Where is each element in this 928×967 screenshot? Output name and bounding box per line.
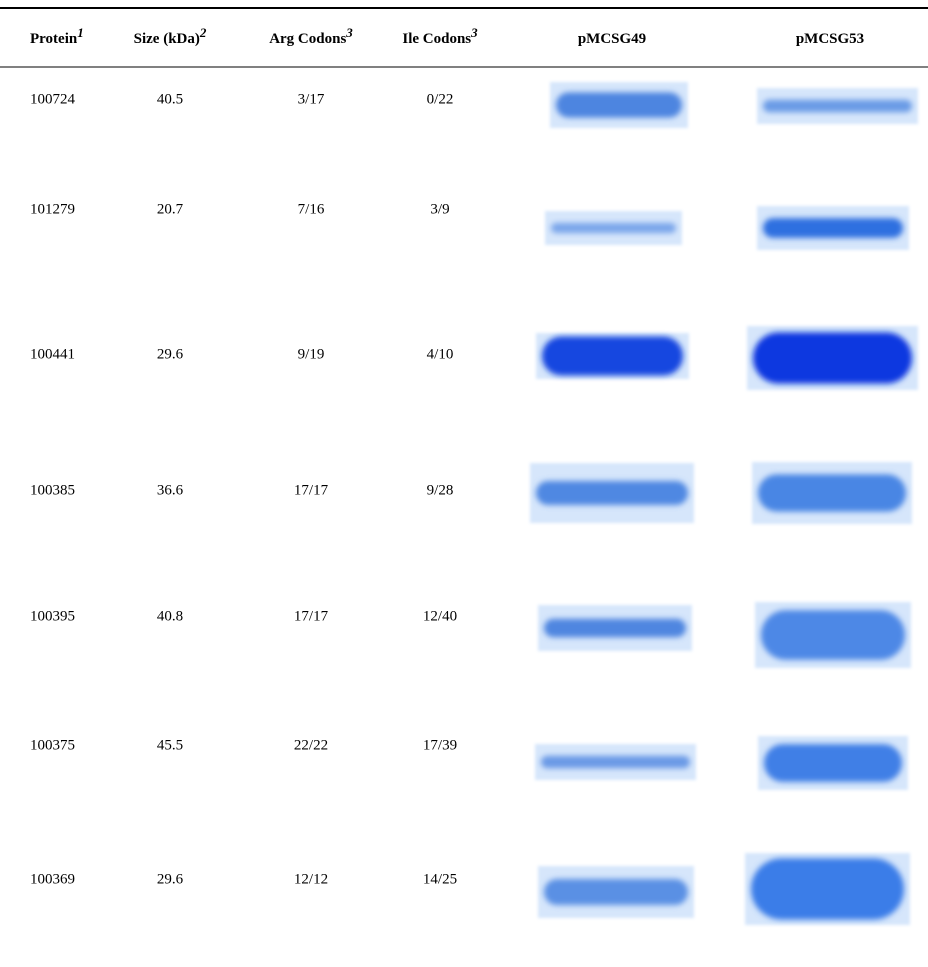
table-cell: 100441 (30, 346, 75, 362)
table-cell: 45.5 (157, 737, 183, 753)
header-text: pMCSG53 (796, 31, 864, 47)
gel-image (536, 333, 689, 379)
table: Protein1Size (kDa)2Arg Codons3Ile Codons… (0, 0, 928, 967)
gel-image (535, 744, 696, 780)
table-cell: 17/17 (294, 482, 329, 498)
table-cell: 12/40 (423, 608, 457, 624)
gel-band (761, 610, 905, 660)
table-cell: 7/16 (298, 201, 325, 217)
gel-band (544, 619, 686, 637)
table-cell: 100395 (30, 608, 75, 624)
header-text: Arg Codons (269, 31, 346, 47)
table-cell: 100375 (30, 737, 75, 753)
gel-band (541, 756, 690, 769)
gel-image (758, 736, 908, 790)
table-cell: 101279 (30, 201, 75, 217)
table-cell: 9/28 (427, 482, 454, 498)
gel-image (752, 462, 912, 524)
gel-band (753, 332, 912, 383)
header-cell: pMCSG49 (578, 31, 646, 47)
gel-image (538, 605, 692, 651)
gel-image (545, 211, 682, 245)
gel-image (757, 88, 918, 124)
header-cell: Ile Codons3 (402, 25, 478, 47)
table-cell: 4/10 (427, 346, 454, 362)
table-cell: 9/19 (298, 346, 325, 362)
header-cell: Size (kDa)2 (134, 25, 207, 47)
header-cell: Arg Codons3 (269, 25, 353, 47)
gel-image (755, 602, 911, 668)
header-text: Ile Codons (402, 31, 471, 47)
header-text: Protein (30, 31, 78, 47)
table-cell: 29.6 (157, 871, 184, 887)
gel-band (556, 92, 682, 117)
gel-image (745, 853, 910, 925)
header-note: 2 (199, 25, 207, 40)
table-cell: 14/25 (423, 871, 457, 887)
header-note: 3 (470, 25, 478, 40)
table-cell: 22/22 (294, 737, 328, 753)
table-cell: 17/39 (423, 737, 457, 753)
gel-image (747, 326, 918, 390)
table-cell: 29.6 (157, 346, 184, 362)
gel-band (751, 858, 904, 919)
table-cell: 17/17 (294, 608, 329, 624)
gel-image (538, 866, 694, 918)
table-cell: 12/12 (294, 871, 328, 887)
gel-band (763, 100, 912, 113)
header-note: 1 (77, 25, 84, 40)
table-cell: 3/9 (430, 201, 449, 217)
table-cell: 3/17 (298, 91, 325, 107)
gel-band (551, 223, 676, 233)
gel-band (763, 218, 903, 238)
header-note: 3 (345, 25, 353, 40)
gel-image (530, 463, 694, 523)
header-cell: pMCSG53 (796, 31, 864, 47)
table-cell: 100724 (30, 91, 76, 107)
gel-band (758, 474, 906, 511)
gel-image (757, 206, 909, 250)
table-cell: 40.5 (157, 91, 183, 107)
header-text: pMCSG49 (578, 31, 646, 47)
table-cell: 100369 (30, 871, 75, 887)
table-cell: 100385 (30, 482, 75, 498)
table-cell: 40.8 (157, 608, 183, 624)
gel-band (544, 879, 688, 905)
table-cell: 36.6 (157, 482, 184, 498)
gel-image (550, 82, 688, 128)
header-text: Size (kDa) (134, 31, 200, 47)
gel-band (764, 744, 902, 782)
gel-band (536, 481, 688, 505)
header-cell: Protein1 (30, 25, 84, 47)
gel-band (542, 336, 683, 375)
table-cell: 20.7 (157, 201, 184, 217)
page: Protein1Size (kDa)2Arg Codons3Ile Codons… (0, 0, 928, 967)
table-cell: 0/22 (427, 91, 454, 107)
